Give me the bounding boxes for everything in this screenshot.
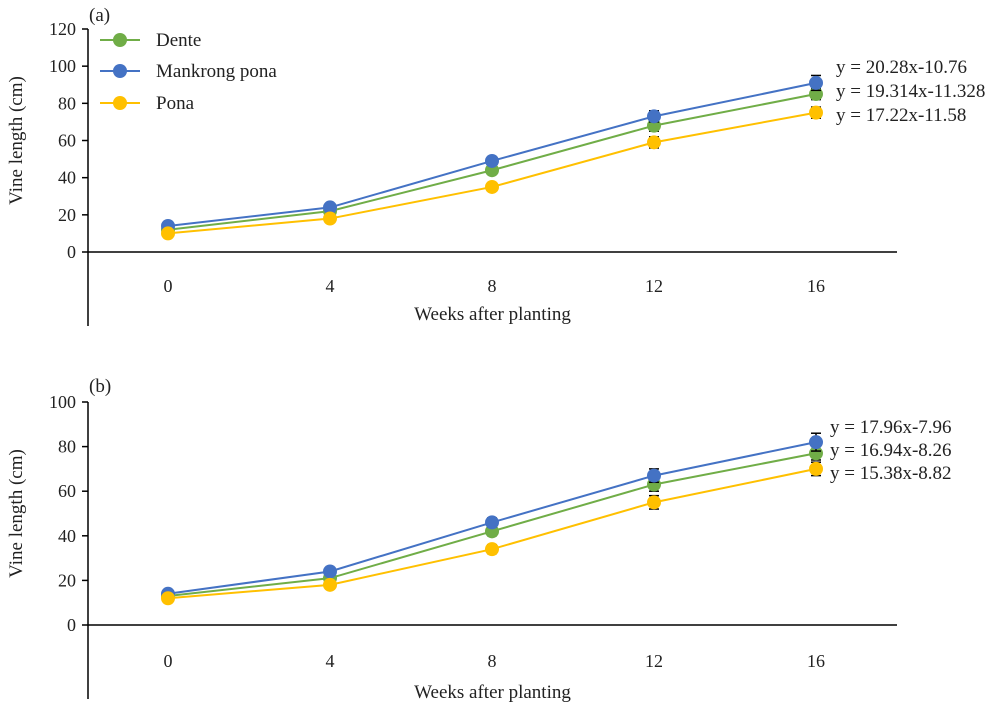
- x-tick-label: 12: [645, 651, 663, 671]
- data-point: [647, 468, 661, 483]
- x-tick-label: 16: [807, 276, 825, 296]
- data-point: [809, 446, 823, 461]
- legend-label: Dente: [156, 30, 201, 51]
- x-tick-label: 4: [326, 651, 335, 671]
- x-tick-label: 8: [488, 276, 497, 296]
- y-tick-label: 40: [58, 526, 76, 546]
- data-point: [647, 135, 661, 150]
- x-tick-label: 0: [164, 651, 173, 671]
- data-point: [647, 109, 661, 124]
- y-tick-label: 20: [58, 205, 76, 225]
- equation-label: y = 20.28x-10.76: [836, 57, 967, 78]
- data-point: [809, 435, 823, 450]
- series-pona: [161, 105, 823, 241]
- y-tick-label: 0: [67, 242, 76, 262]
- equation-label: y = 17.22x-11.58: [836, 105, 966, 126]
- y-tick-label: 40: [58, 168, 76, 188]
- legend-label: Pona: [156, 93, 195, 114]
- equation-label: y = 19.314x-11.328: [836, 81, 985, 102]
- data-point: [809, 75, 823, 90]
- equation-label: y = 15.38x-8.82: [830, 463, 952, 484]
- y-tick-label: 100: [49, 56, 76, 76]
- legend-swatch-marker: [113, 96, 127, 110]
- y-tick-label: 60: [58, 481, 76, 501]
- legend-swatch-marker: [113, 33, 127, 47]
- x-tick-label: 4: [326, 276, 335, 296]
- series-pona: [161, 461, 823, 606]
- y-tick-label: 80: [58, 437, 76, 457]
- equation-label: y = 16.94x-8.26: [830, 440, 952, 461]
- data-point: [323, 577, 337, 592]
- x-tick-label: 12: [645, 276, 663, 296]
- legend: Dente Mankrong pona Pona: [100, 30, 277, 114]
- x-tick-label: 16: [807, 651, 825, 671]
- data-point: [647, 495, 661, 510]
- y-tick-label: 20: [58, 570, 76, 590]
- y-axis-title: Vine length (cm): [6, 449, 27, 578]
- legend-swatch-marker: [113, 64, 127, 78]
- legend-label: Mankrong pona: [156, 61, 277, 82]
- y-tick-label: 60: [58, 131, 76, 151]
- data-point: [485, 179, 499, 194]
- y-tick-label: 120: [49, 19, 76, 39]
- data-point: [161, 591, 175, 606]
- y-tick-label: 100: [49, 392, 76, 412]
- panel-label: (b): [89, 376, 111, 397]
- y-axis-title: Vine length (cm): [6, 76, 27, 205]
- x-axis-title: Weeks after planting: [414, 682, 571, 703]
- data-point: [485, 542, 499, 557]
- data-point: [809, 461, 823, 476]
- chart-panel-a: 0 20 40 60 80 100 120 0 4 8 12 16 Weeks after planti…: [6, 5, 985, 326]
- series-mankrong-pona: [161, 74, 823, 233]
- data-point: [323, 200, 337, 215]
- equation-label: y = 17.96x-7.96: [830, 417, 952, 438]
- panel-label: (a): [89, 5, 110, 26]
- chart-panel-b: 0 20 40 60 80 100 0 4 8 12 16 Weeks after planting V…: [6, 376, 952, 703]
- data-point: [485, 153, 499, 168]
- x-tick-label: 0: [164, 276, 173, 296]
- data-point: [809, 105, 823, 120]
- x-tick-label: 8: [488, 651, 497, 671]
- series-mankrong-pona: [161, 432, 823, 601]
- data-point: [323, 564, 337, 579]
- data-point: [323, 211, 337, 226]
- y-tick-label: 80: [58, 93, 76, 113]
- x-axis-title: Weeks after planting: [414, 304, 571, 325]
- y-tick-label: 0: [67, 615, 76, 635]
- data-point: [161, 226, 175, 241]
- data-point: [485, 515, 499, 530]
